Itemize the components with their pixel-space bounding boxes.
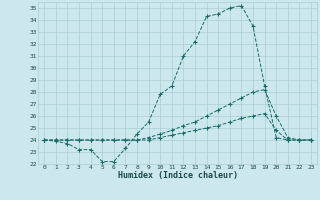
X-axis label: Humidex (Indice chaleur): Humidex (Indice chaleur) [118,171,238,180]
